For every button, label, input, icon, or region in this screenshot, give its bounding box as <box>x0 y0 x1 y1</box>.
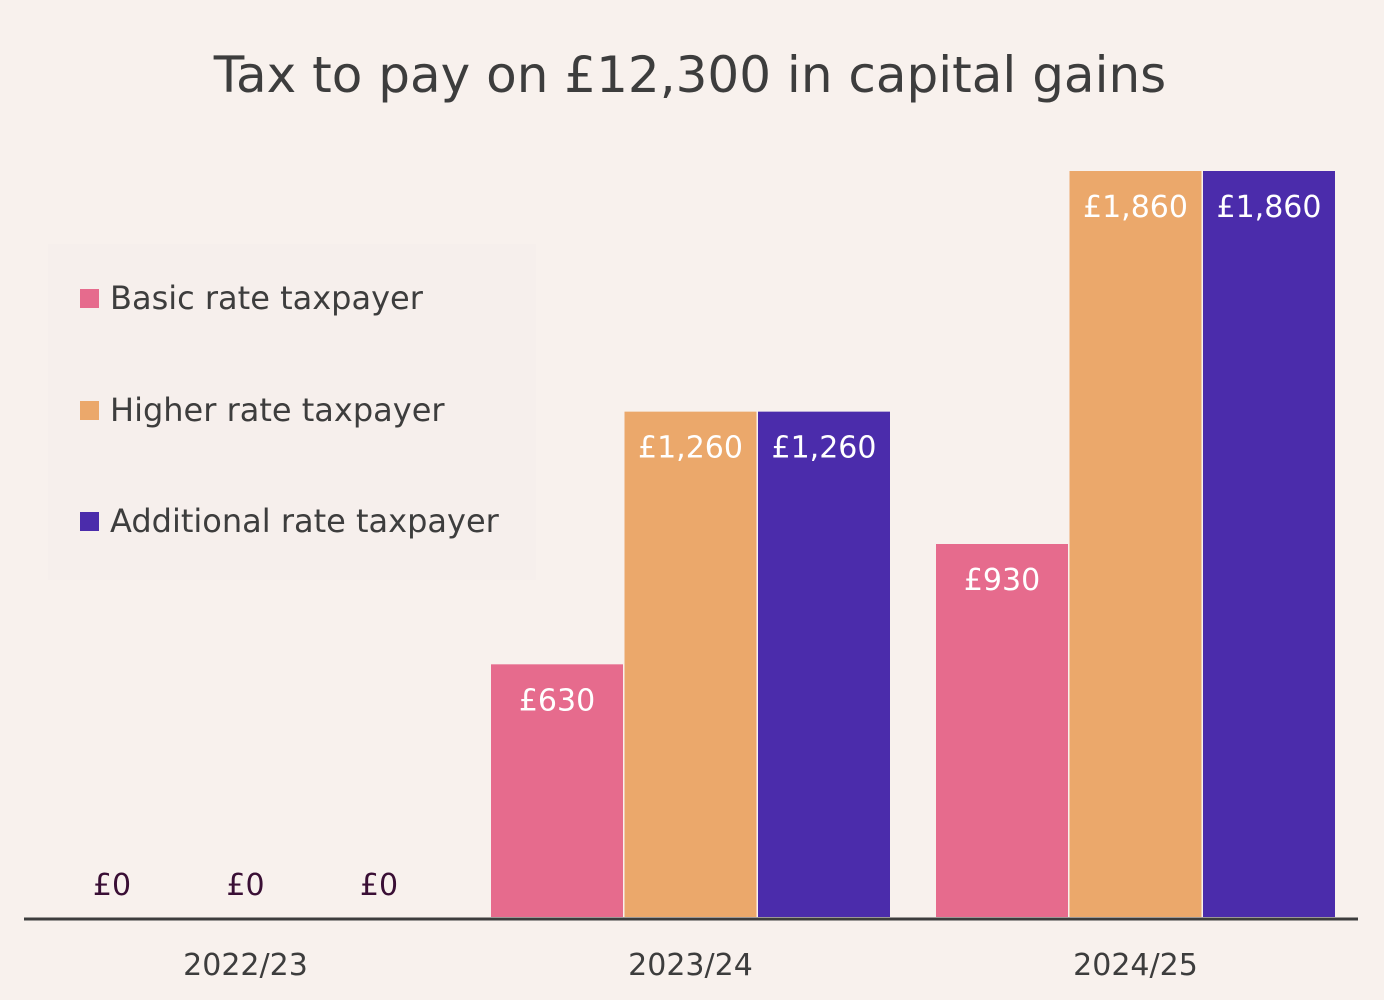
legend-box <box>48 244 536 580</box>
bar-2023-24-series-0 <box>491 664 623 917</box>
legend-swatch <box>80 401 99 420</box>
bars-layer: £0 £0 £0 £630 £1,260 £1,260 £930 £1,860 £1,860 <box>93 171 1335 917</box>
legend-swatch <box>80 289 99 308</box>
bar-2024-25-series-0 <box>936 544 1068 917</box>
chart-title: Tax to pay on £12,300 in capital gains <box>213 46 1166 104</box>
bar-value-label: £1,260 <box>772 431 877 466</box>
legend-label: Additional rate taxpayer <box>110 502 500 540</box>
legend: Basic rate taxpayer Higher rate taxpayer A… <box>48 244 536 580</box>
legend-swatch <box>80 512 99 531</box>
bar-value-label: £1,860 <box>1083 190 1188 225</box>
bar-2023-24-series-1 <box>624 411 757 917</box>
bar-2024-25-series-2 <box>1203 171 1335 917</box>
bar-value-label: £0 <box>93 868 131 903</box>
bar-value-label: £630 <box>519 683 595 718</box>
bar-value-label: £0 <box>226 868 264 903</box>
x-tick-label: 2022/23 <box>183 948 308 983</box>
bar-value-label: £930 <box>964 563 1040 598</box>
bar-value-label: £1,260 <box>638 431 743 466</box>
bar-2024-25-series-1 <box>1069 171 1202 917</box>
x-axis-ticks: 2022/23 2023/24 2024/25 <box>183 948 1198 983</box>
bar-value-label: £1,860 <box>1217 190 1322 225</box>
legend-label: Higher rate taxpayer <box>110 391 445 429</box>
bar-2023-24-series-2 <box>758 411 890 917</box>
x-tick-label: 2023/24 <box>628 948 753 983</box>
bar-value-label: £0 <box>360 868 398 903</box>
legend-label: Basic rate taxpayer <box>110 279 424 317</box>
x-tick-label: 2024/25 <box>1073 948 1198 983</box>
